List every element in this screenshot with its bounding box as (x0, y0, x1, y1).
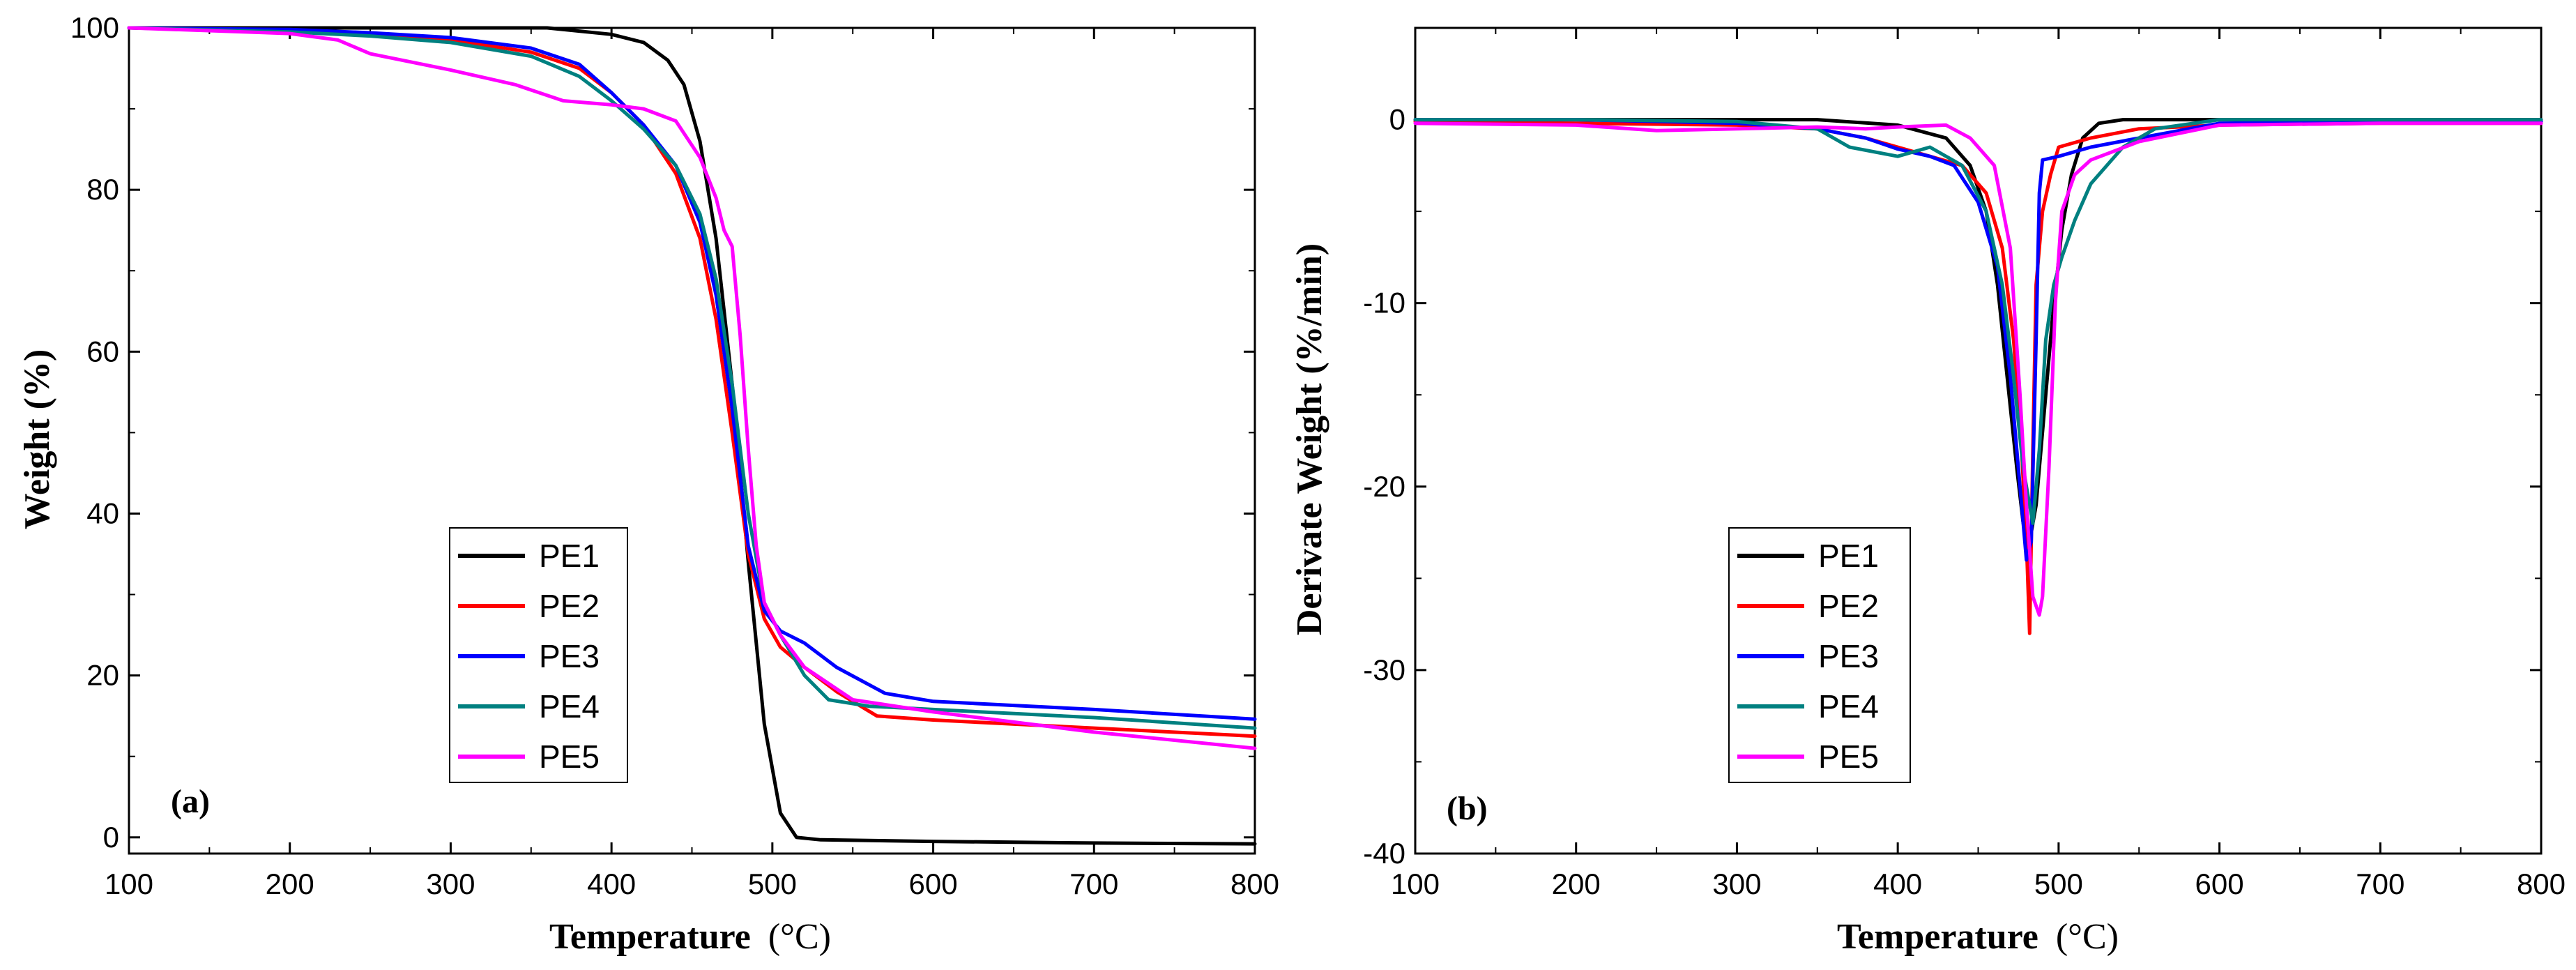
panel-b: 100 200 300 400 500 600 700 800 -40 -30 -20 -10 0 (b… (1290, 26, 2566, 957)
legend-label-a-pe5: PE5 (539, 738, 600, 775)
x-tick-label-b: 100 (1391, 867, 1440, 900)
y-tick-label-a: 80 (86, 173, 119, 206)
legend-label-a-pe1: PE1 (539, 538, 600, 574)
legend-a: PE1 PE2 PE3 PE4 PE5 (449, 527, 628, 783)
y-tick-label-a: 20 (86, 659, 119, 692)
legend-label-b-pe3: PE3 (1818, 638, 1879, 674)
y-axis-label-a: Weight (%) (17, 349, 57, 530)
series-line-a-pe3 (127, 26, 1257, 721)
y-tick-label-b: -20 (1363, 470, 1405, 503)
x-axis-label-b: Temperature (°C) (1837, 917, 2119, 957)
x-tick-label-b: 300 (1712, 867, 1761, 900)
x-tick-label-a: 400 (587, 867, 636, 900)
series-line-a-pe4 (127, 26, 1257, 730)
x-axis-label-b-main: Temperature (1837, 917, 2038, 957)
legend-label-a-pe2: PE2 (539, 588, 600, 624)
ticks-b: 100 200 300 400 500 600 700 800 -40 -30 -20 -10 0 (1363, 28, 2566, 900)
x-tick-label-a: 700 (1069, 867, 1118, 900)
x-tick-label-b: 400 (1873, 867, 1922, 900)
x-tick-label-b: 500 (2034, 867, 2083, 900)
x-axis-label-a-main: Temperature (549, 917, 751, 957)
x-tick-label-b: 600 (2195, 867, 2244, 900)
panel-a: 100 200 300 400 500 600 700 800 0 20 40 60 80 100 (a)… (17, 11, 1279, 957)
legend-label-b-pe5: PE5 (1818, 738, 1879, 775)
x-axis-label-a: Temperature (°C) (549, 917, 831, 957)
legend-label-a-pe4: PE4 (539, 688, 600, 725)
series-line-b-pe4 (1413, 118, 2543, 525)
x-tick-label-a: 200 (266, 867, 314, 900)
y-tick-label-a: 40 (86, 497, 119, 529)
y-tick-label-b: -40 (1363, 837, 1405, 870)
x-tick-label-a: 100 (105, 867, 153, 900)
x-tick-label-a: 600 (909, 867, 958, 900)
y-axis-label-b: Derivate Weight (%/min) (1290, 243, 1329, 635)
y-tick-label-b: 0 (1389, 103, 1405, 136)
x-tick-label-a: 500 (748, 867, 797, 900)
x-tick-label-b: 700 (2356, 867, 2404, 900)
series-line-a-pe5 (127, 26, 1257, 750)
legend-label-b-pe4: PE4 (1818, 688, 1879, 725)
series-b (1413, 118, 2543, 635)
x-tick-label-a: 800 (1230, 867, 1279, 900)
series-line-b-pe5 (1413, 121, 2543, 617)
y-tick-label-b: -10 (1363, 287, 1405, 319)
x-tick-label-a: 300 (426, 867, 475, 900)
legend-b: PE1 PE2 PE3 PE4 PE5 (1728, 527, 1911, 783)
x-tick-label-b: 800 (2517, 867, 2566, 900)
panel-label-a: (a) (171, 783, 210, 820)
legend-label-a-pe3: PE3 (539, 638, 600, 674)
legend-label-b-pe1: PE1 (1818, 538, 1879, 574)
y-tick-label-a: 60 (86, 335, 119, 367)
x-axis-label-b-unit: (°C) (2056, 917, 2119, 957)
plot-frame-b (1414, 26, 2543, 855)
y-tick-label-a: 100 (70, 11, 119, 44)
series-a (127, 26, 1257, 846)
x-axis-label-a-unit: (°C) (768, 917, 831, 957)
ticks-a: 100 200 300 400 500 600 700 800 0 20 40 60 80 100 (70, 11, 1279, 900)
legend-label-b-pe2: PE2 (1818, 588, 1879, 624)
y-tick-label-b: -30 (1363, 653, 1405, 686)
series-line-a-pe2 (127, 26, 1257, 738)
panel-label-b: (b) (1447, 790, 1488, 827)
y-tick-label-a: 0 (103, 821, 119, 854)
series-line-a-pe1 (127, 26, 1257, 846)
x-tick-label-b: 200 (1552, 867, 1601, 900)
series-line-b-pe3 (1413, 118, 2543, 562)
